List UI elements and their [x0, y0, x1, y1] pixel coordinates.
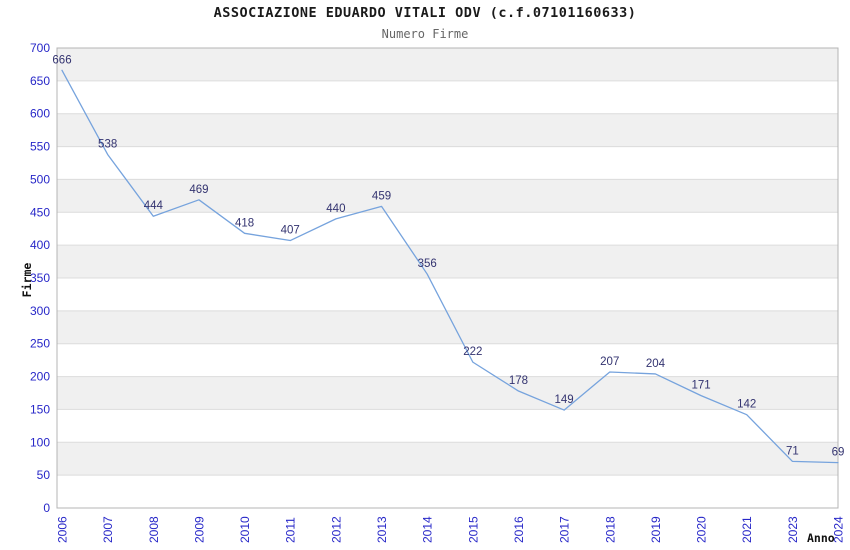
y-tick-label: 450 — [30, 205, 50, 219]
data-point-label: 459 — [372, 190, 391, 202]
plot-border — [56, 47, 839, 509]
y-tick-label: 550 — [30, 140, 50, 154]
data-point-label: 71 — [786, 445, 799, 457]
y-tick-label: 100 — [30, 435, 50, 449]
data-point-label: 538 — [98, 138, 117, 150]
plot-band — [57, 376, 838, 410]
x-tick-label: 2015 — [466, 516, 480, 543]
plot-band — [57, 212, 838, 246]
x-tick-label: 2023 — [786, 516, 800, 543]
data-point-label: 222 — [463, 346, 482, 358]
x-tick-label: 2007 — [101, 516, 115, 543]
plot-band — [57, 310, 838, 344]
plot-band — [57, 113, 838, 147]
x-tick-label: 2013 — [375, 516, 389, 543]
y-tick-label: 600 — [30, 107, 50, 121]
y-tick-label: 500 — [30, 172, 50, 186]
plot-band — [57, 80, 838, 114]
data-point-label: 418 — [235, 217, 254, 229]
data-point-label: 142 — [737, 399, 756, 411]
data-point-label: 356 — [418, 258, 437, 270]
plot-band — [57, 409, 838, 443]
x-tick-label: 2020 — [695, 516, 709, 543]
data-point-label: 666 — [52, 54, 71, 66]
plot-band — [57, 146, 838, 180]
y-tick-label: 650 — [30, 74, 50, 88]
x-tick-label: 2006 — [56, 516, 70, 543]
data-line — [61, 69, 839, 464]
plot-band — [57, 442, 838, 476]
x-tick-label: 2011 — [284, 517, 298, 543]
x-tick-label: 2010 — [238, 516, 252, 543]
y-tick-label: 0 — [43, 501, 50, 515]
x-tick-label: 2016 — [512, 516, 526, 543]
data-point-label: 171 — [691, 380, 710, 392]
chart-title: ASSOCIAZIONE EDUARDO VITALI ODV (c.f.071… — [213, 5, 637, 21]
y-tick-label: 200 — [30, 370, 50, 384]
data-point-label: 69 — [832, 447, 845, 459]
y-tick-label: 400 — [30, 238, 50, 252]
x-tick-label: 2012 — [329, 516, 343, 543]
data-point-label: 444 — [144, 200, 164, 212]
y-tick-label: 300 — [30, 304, 50, 318]
y-tick-label: 50 — [37, 468, 51, 482]
y-tick-label: 700 — [30, 41, 50, 55]
x-tick-label: 2008 — [147, 516, 161, 543]
x-tick-label: 2014 — [421, 516, 435, 543]
plot-band — [57, 278, 838, 311]
plot-band — [57, 245, 838, 278]
x-tick-label: 2017 — [558, 516, 572, 543]
data-point-label: 469 — [189, 184, 208, 196]
data-point-label: 207 — [600, 356, 619, 368]
x-axis-title: Anno — [807, 531, 835, 545]
y-tick-label: 150 — [30, 402, 50, 416]
data-point-label: 178 — [509, 375, 528, 387]
data-point-label: 440 — [326, 203, 345, 215]
x-tick-label: 2024 — [832, 516, 846, 543]
x-tick-label: 2021 — [740, 516, 754, 543]
data-point-label: 407 — [281, 225, 300, 237]
plot-band — [57, 179, 838, 213]
y-tick-label: 250 — [30, 337, 50, 351]
data-point-label: 204 — [646, 358, 666, 370]
x-tick-label: 2019 — [649, 516, 663, 543]
x-tick-label: 2018 — [603, 516, 617, 543]
plot-band — [57, 343, 838, 377]
data-point-label: 149 — [555, 394, 574, 406]
plot-band — [57, 475, 838, 508]
x-tick-label: 2009 — [192, 516, 206, 543]
plot-band — [57, 48, 838, 81]
y-tick-label: 350 — [30, 271, 50, 285]
chart-subtitle: Numero Firme — [381, 27, 469, 41]
